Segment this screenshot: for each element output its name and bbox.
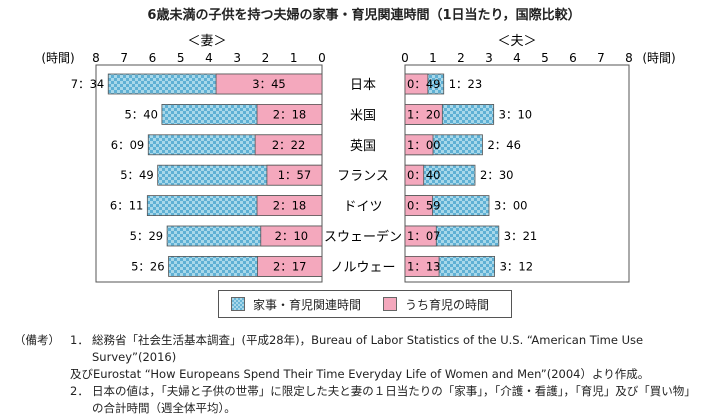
wife-childcare-bar (256, 104, 323, 125)
wife-tick-label: 8 (92, 51, 100, 65)
husband-total-label: 3：21 (504, 229, 537, 243)
husband-childcare-label: 1：07 (407, 229, 440, 243)
husband-childcare-bar (404, 195, 433, 217)
husband-tick-label: 8 (625, 51, 633, 65)
husband-tick-label: 0 (401, 51, 409, 65)
husband-childcare-label: 0：40 (407, 168, 440, 182)
wife-total-label: 5：49 (120, 168, 153, 182)
wife-childcare-label: 2：18 (273, 107, 306, 121)
husband-childcare-bar (404, 134, 434, 156)
legend-swatch-pink (383, 297, 398, 311)
husband-total-label: 2：46 (487, 138, 520, 152)
wife-childcare-label: 2：10 (275, 229, 308, 243)
husband-childcare-label: 1：00 (407, 138, 440, 152)
legend-item-housework: 家事・育児関連時間 (231, 296, 361, 313)
wife-childcare-label: 3：45 (252, 77, 285, 91)
note-1-cont: 及びEurostat “How Europeans Spend Their Ti… (14, 366, 692, 383)
wife-tick-label: 0 (318, 51, 326, 65)
husband-childcare-label: 1：13 (407, 259, 440, 273)
husband-childcare-label: 1：20 (407, 107, 440, 121)
husband-total-label: 3：12 (500, 259, 533, 273)
chart-area: ＜妻＞ ＜夫＞ (時間) (時間) 8 7 6 5 4 3 2 1 0 0 1 2 3 4 5 6 7 8 日本 7：… (41, 34, 676, 283)
wife-total-label: 5：29 (130, 229, 163, 243)
wife-childcare-bar (266, 164, 323, 186)
wife-tick-label: 6 (149, 51, 157, 65)
wife-childcare-label: 2：17 (273, 259, 306, 273)
wife-total-label: 6：11 (110, 199, 143, 213)
wife-total-label: 6：09 (111, 138, 144, 152)
wife-total-label: 7：34 (71, 77, 104, 91)
husband-total-label: 1：23 (449, 77, 482, 91)
legend-label-childcare: うち育児の時間 (405, 297, 490, 312)
wife-tick-label: 3 (233, 51, 241, 65)
notes-head: （備考） (14, 333, 60, 347)
wife-childcare-label: 2：18 (273, 199, 306, 213)
legend: 家事・育児関連時間 うち育児の時間 (218, 290, 512, 318)
husband-tick-label: 1 (429, 51, 437, 65)
husband-childcare-label: 0：49 (407, 77, 440, 91)
wife-total-label: 5：40 (124, 107, 157, 121)
left-unit-label: (時間) (41, 51, 74, 65)
wife-childcare-label: 2：22 (272, 138, 305, 152)
category-label: フランス (337, 169, 389, 184)
note-2: 2． 日本の値は，「夫婦と子供の世帯」に限定した夫と妻の１日当たりの「家事」，「… (14, 383, 696, 400)
wife-total-label: 5：26 (131, 259, 164, 273)
wife-tick-label: 1 (290, 51, 298, 65)
wife-childcare-bar (254, 134, 323, 156)
husband-total-label: 2：30 (480, 168, 513, 182)
husband-tick-label: 7 (597, 51, 605, 65)
wife-tick-label: 5 (177, 51, 185, 65)
note-1-text-a: 総務省「社会生活基本調査」(平成28年)，Bureau of Labor Sta… (92, 333, 644, 364)
note-1-text-b: 及びEurostat “How Europeans Spend Their Ti… (70, 367, 650, 381)
husband-label: ＜夫＞ (497, 34, 536, 49)
husband-childcare-bar (404, 73, 429, 95)
category-label: 英国 (350, 139, 376, 154)
husband-childcare-bar (404, 255, 440, 277)
note-2-number: 2． (70, 384, 89, 398)
wife-tick-label: 7 (120, 51, 128, 65)
wife-label: ＜妻＞ (187, 34, 226, 49)
notes: （備考） 1． 総務省「社会生活基本調査」(平成28年)，Bureau of L… (14, 332, 696, 417)
category-label: ドイツ (343, 200, 382, 215)
wife-childcare-label: 1：57 (278, 168, 311, 182)
husband-tick-label: 5 (541, 51, 549, 65)
category-label: 日本 (350, 78, 376, 93)
husband-tick-label: 2 (457, 51, 465, 65)
legend-item-childcare: うち育児の時間 (383, 296, 489, 313)
wife-childcare-bar (256, 195, 323, 217)
husband-total-label: 3：10 (499, 107, 532, 121)
husband-childcare-bar (404, 104, 443, 125)
wife-childcare-bar (260, 225, 323, 247)
husband-tick-label: 3 (485, 51, 493, 65)
wife-tick-label: 2 (262, 51, 270, 65)
legend-label-housework: 家事・育児関連時間 (253, 297, 362, 312)
husband-tick-label: 6 (569, 51, 577, 65)
category-label: ノルウェー (330, 260, 395, 275)
category-label: 米国 (350, 108, 376, 123)
category-label: スウェーデン (324, 229, 402, 245)
legend-swatch-checkered (231, 297, 245, 311)
wife-childcare-bar (215, 73, 323, 95)
husband-childcare-bar (404, 164, 425, 186)
husband-childcare-label: 0：59 (407, 199, 440, 213)
wife-tick-label: 4 (205, 51, 213, 65)
note-2-text-a: 日本の値は，「夫婦と子供の世帯」に限定した夫と妻の１日当たりの「家事」，「介護・… (92, 384, 696, 398)
husband-total-label: 3：00 (494, 199, 527, 213)
note-1: （備考） 1． 総務省「社会生活基本調査」(平成28年)，Bureau of L… (14, 332, 692, 366)
husband-tick-label: 4 (513, 51, 521, 65)
wife-childcare-bar (257, 255, 323, 277)
right-unit-label: (時間) (642, 51, 675, 65)
chart-title: 6歳未満の子供を持つ夫婦の家事・育児関連時間（1日当たり，国際比較） (147, 8, 581, 23)
note-1-number: 1． (70, 333, 89, 347)
husband-childcare-bar (404, 225, 437, 247)
